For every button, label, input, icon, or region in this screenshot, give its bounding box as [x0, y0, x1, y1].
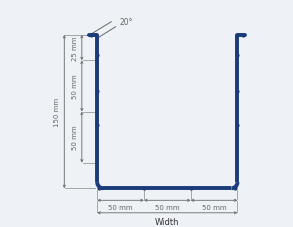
Text: 50 mm: 50 mm: [72, 74, 78, 99]
Text: 150 mm: 150 mm: [54, 98, 60, 126]
Text: 50 mm: 50 mm: [72, 125, 78, 150]
Text: 50 mm: 50 mm: [155, 204, 180, 210]
Text: 50 mm: 50 mm: [202, 204, 226, 210]
Text: Width: Width: [155, 217, 180, 226]
Text: 25 mm: 25 mm: [72, 36, 78, 61]
Text: 50 mm: 50 mm: [108, 204, 133, 210]
Text: 20°: 20°: [119, 18, 133, 27]
